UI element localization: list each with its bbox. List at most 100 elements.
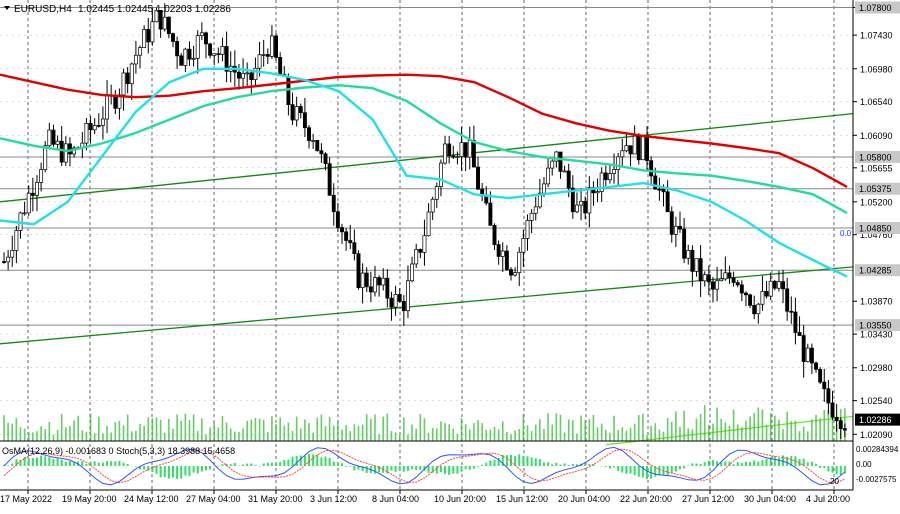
volume-bar — [40, 426, 42, 441]
osma-bar — [749, 462, 751, 466]
volume-bar — [448, 424, 450, 441]
osma-bar — [625, 466, 627, 474]
candle-bear — [340, 228, 343, 232]
volume-bar — [737, 424, 739, 441]
candle-bull — [522, 238, 525, 252]
volume-bar — [86, 432, 88, 441]
candle-bull — [612, 170, 615, 174]
candle-bear — [180, 56, 183, 66]
volume-bar — [127, 415, 129, 441]
candle-bear — [666, 192, 669, 212]
candle-bull — [406, 281, 409, 311]
osma-bar — [283, 460, 285, 466]
osma-bar — [737, 462, 739, 466]
volume-bar — [527, 425, 529, 441]
osma-bar — [741, 463, 743, 466]
osma-bar — [180, 466, 182, 479]
osma-bar — [366, 466, 368, 473]
osma-bar — [559, 465, 561, 466]
time-tick-label: 4 Jul 20:00 — [806, 494, 850, 504]
osma-bar — [304, 456, 306, 466]
osma-bar — [48, 457, 50, 466]
candle-bull — [163, 17, 166, 29]
candle-bear — [349, 240, 352, 242]
osma-bar — [815, 464, 817, 466]
candle-bear — [369, 287, 372, 292]
osma-bar — [275, 464, 277, 466]
osma-bar — [757, 462, 759, 466]
osma-bar — [452, 466, 454, 474]
volume-bar — [329, 417, 331, 441]
candle-bear — [505, 251, 508, 270]
candle-bull — [427, 212, 430, 236]
candle-bull — [460, 143, 463, 157]
osma-bar — [733, 464, 735, 466]
volume-bar — [626, 431, 628, 441]
candle-bear — [711, 282, 714, 289]
volume-bar — [147, 417, 149, 441]
osma-bar — [539, 459, 541, 466]
volume-bar — [613, 416, 615, 441]
candle-bear — [786, 289, 789, 311]
volume-bar — [823, 410, 825, 441]
level-tag-label: 1.04285 — [859, 266, 892, 276]
osma-bar — [675, 466, 677, 471]
volume-bar — [218, 428, 220, 441]
osma-bar — [428, 466, 430, 473]
candle-bear — [2, 262, 5, 263]
volume-bar — [580, 416, 582, 441]
osma-bar — [114, 461, 116, 466]
osma-bar — [221, 464, 223, 466]
osma-bar — [349, 466, 351, 467]
osma-bar — [81, 461, 83, 466]
candle-bear — [765, 291, 768, 296]
osma-bar — [568, 465, 570, 466]
price-tick-label: 1.03870 — [860, 297, 893, 307]
volume-bar — [3, 415, 5, 441]
volume-bar — [213, 422, 215, 441]
candle-bear — [250, 73, 253, 80]
volume-bar — [209, 427, 211, 441]
volume-bar — [172, 429, 174, 441]
candle-bear — [402, 301, 405, 310]
candle-bull — [608, 174, 611, 180]
volume-bar — [321, 415, 323, 441]
osma-bar — [704, 462, 706, 466]
volume-bar — [94, 433, 96, 441]
volume-bar — [659, 430, 661, 441]
candle-bull — [270, 36, 273, 56]
osma-bar — [440, 466, 442, 472]
candle-bull — [23, 213, 26, 214]
candle-bull — [373, 278, 376, 292]
candle-bull — [551, 161, 554, 168]
volume-bar — [205, 434, 207, 441]
osma-bar — [300, 455, 302, 466]
osma-bar — [61, 460, 63, 466]
osma-bar — [197, 466, 199, 473]
price-tick-label: 1.06090 — [860, 131, 893, 141]
osma-bar — [36, 457, 38, 466]
osma-bar — [679, 466, 681, 469]
volume-bar — [106, 426, 108, 441]
volume-bar — [428, 433, 430, 441]
volume-bar — [597, 427, 599, 441]
osma-bar — [840, 466, 842, 475]
candle-bear — [217, 54, 220, 55]
osma-bar — [230, 464, 232, 466]
osma-bar — [832, 466, 834, 473]
osma-bar — [489, 461, 491, 466]
osma-bar — [353, 466, 355, 470]
volume-bar — [57, 430, 59, 441]
candle-bear — [678, 226, 681, 229]
volume-bar — [156, 417, 158, 441]
candle-bull — [415, 249, 418, 264]
osma-bar — [671, 466, 673, 473]
candle-bull — [633, 136, 636, 154]
volume-bar — [283, 426, 285, 441]
osma-bar — [543, 462, 545, 466]
candle-bull — [312, 140, 315, 141]
volume-bar — [234, 432, 236, 441]
